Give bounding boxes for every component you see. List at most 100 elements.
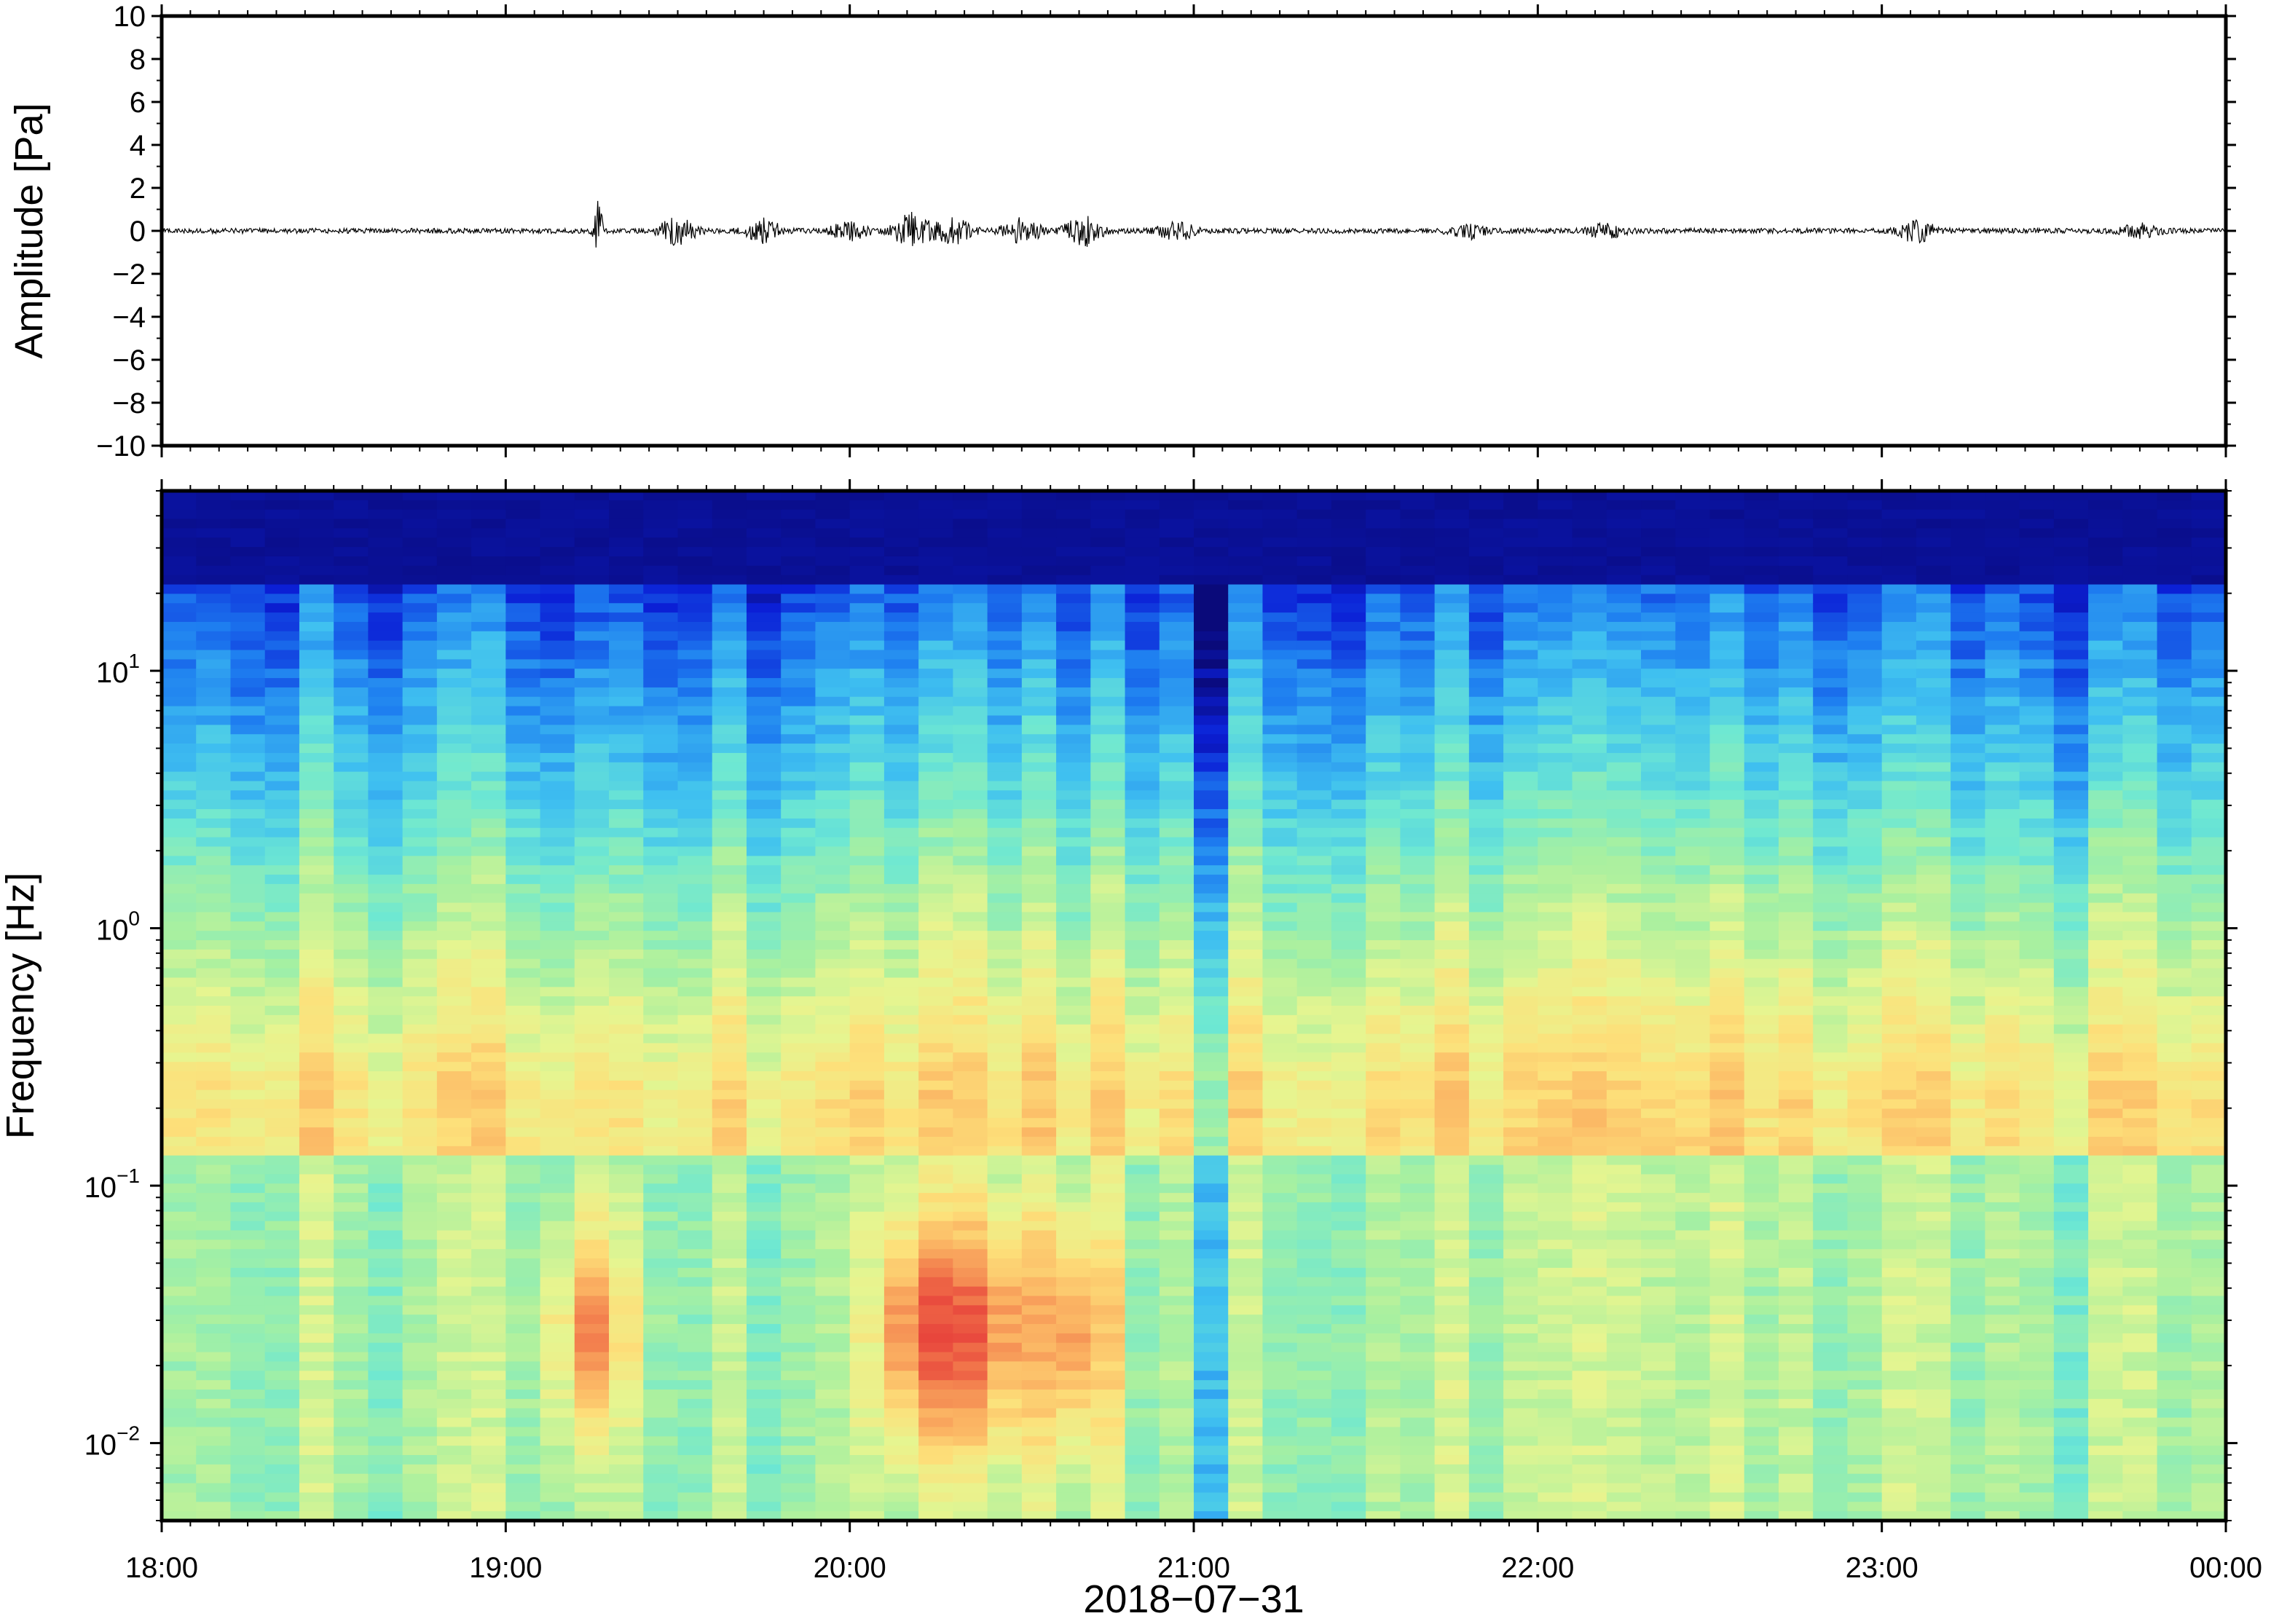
spectrogram-cell <box>849 621 885 632</box>
spectrogram-cell <box>712 696 747 707</box>
spectrogram-cell <box>1021 1455 1057 1465</box>
spectrogram-cell <box>1503 1342 1538 1353</box>
spectrogram-cell <box>1296 1024 1332 1035</box>
spectrogram-cell <box>1434 1427 1470 1437</box>
spectrogram-cell <box>643 1146 679 1156</box>
spectrogram-cell <box>264 1193 300 1203</box>
spectrogram-cell <box>1125 669 1160 679</box>
spectrogram-cell <box>471 837 506 848</box>
spectrogram-cell <box>1331 678 1366 688</box>
spectrogram-cell <box>1125 996 1160 1006</box>
spectrogram-cell <box>505 1108 541 1119</box>
spectrogram-cell <box>953 1080 988 1091</box>
spectrogram-cell <box>1366 547 1401 557</box>
spectrogram-cell <box>1262 771 1298 782</box>
spectrogram-cell <box>1400 762 1436 773</box>
spectrogram-cell <box>1366 1127 1401 1138</box>
spectrogram-cell <box>1606 1342 1642 1353</box>
spectrogram-cell <box>1538 1502 1573 1512</box>
spectrogram-cell <box>1296 1436 1332 1446</box>
spectrogram-cell <box>1056 1473 1091 1484</box>
spectrogram-cell <box>334 809 369 819</box>
spectrogram-cell <box>1125 1305 1160 1315</box>
spectrogram-cell <box>540 1249 575 1259</box>
spectrogram-cell <box>540 744 575 754</box>
spectrogram-cell <box>1400 1211 1436 1222</box>
spectrogram-cell <box>1159 1174 1194 1184</box>
spectrogram-cell <box>1262 818 1298 829</box>
spectrogram-cell <box>264 565 300 576</box>
spectrogram-cell <box>712 1436 747 1446</box>
spectrogram-cell <box>162 902 197 913</box>
spectrogram-cell <box>264 1464 300 1475</box>
spectrogram-cell <box>264 1146 300 1156</box>
spectrogram-cell <box>1538 1211 1573 1222</box>
spectrogram-cell <box>230 987 266 997</box>
spectrogram-cell <box>505 594 541 604</box>
spectrogram-cell <box>471 603 506 613</box>
spectrogram-cell <box>1228 706 1264 717</box>
spectrogram-cell <box>883 762 919 773</box>
spectrogram-cell <box>1056 1277 1091 1288</box>
spectrogram-cell <box>471 696 506 707</box>
spectrogram-cell <box>1572 790 1607 800</box>
spectrogram-cell <box>953 958 988 969</box>
spectrogram-cell <box>1228 875 1264 885</box>
spectrogram-cell <box>402 1408 438 1419</box>
spectrogram-cell <box>1228 669 1264 679</box>
spectrogram-cell <box>1331 1099 1366 1109</box>
spectrogram-cell <box>953 612 988 623</box>
spectrogram-cell <box>677 1052 713 1063</box>
spectrogram-cell <box>1366 940 1401 950</box>
spectrogram-cell <box>1331 1052 1366 1063</box>
spectrogram-cell <box>781 790 816 800</box>
spectrogram-cell <box>540 958 575 969</box>
spectrogram-cell <box>196 678 232 688</box>
spectrogram-cell <box>1125 1043 1160 1053</box>
amplitude-x-ticks <box>160 4 2227 457</box>
spectrogram-cell <box>815 1390 851 1400</box>
spectrogram-cell <box>1503 1136 1538 1147</box>
spectrogram-cell <box>1159 1314 1194 1325</box>
spectrogram-cell <box>609 1174 644 1184</box>
spectrogram-cell <box>1056 931 1091 941</box>
spectrogram-cell <box>883 1221 919 1231</box>
spectrogram-cell <box>1021 1033 1057 1044</box>
spectrogram-cell <box>1641 500 1676 511</box>
spectrogram-cell <box>1021 1417 1057 1428</box>
spectrogram-cell <box>1400 1371 1436 1381</box>
spectrogram-cell <box>918 669 953 679</box>
spectrogram-cell <box>1056 1014 1091 1025</box>
spectrogram-cell <box>1366 771 1401 782</box>
spectrogram-cell <box>264 1483 300 1494</box>
spectrogram-cell <box>712 949 747 960</box>
spectrogram-cell <box>1056 1202 1091 1213</box>
spectrogram-cell <box>1606 883 1642 894</box>
spectrogram-cell <box>230 818 266 829</box>
spectrogram-cell <box>436 1024 472 1035</box>
spectrogram-cell <box>505 1155 541 1166</box>
spectrogram-cell <box>196 1267 232 1278</box>
spectrogram-cell <box>368 1099 404 1109</box>
spectrogram-cell <box>196 1089 232 1100</box>
spectrogram-cell <box>402 1324 438 1334</box>
spectrogram-cell <box>1503 1258 1538 1269</box>
spectrogram-cell <box>162 1258 197 1269</box>
spectrogram-cell <box>1194 612 1229 623</box>
spectrogram-cell <box>368 659 404 669</box>
spectrogram-cell <box>1366 1446 1401 1456</box>
spectrogram-cell <box>436 1277 472 1288</box>
spectrogram-cell <box>849 1267 885 1278</box>
spectrogram-cell <box>1262 1305 1298 1315</box>
spectrogram-cell <box>1021 1361 1057 1371</box>
spectrogram-cell <box>1090 1230 1126 1240</box>
spectrogram-cell <box>849 1108 885 1119</box>
spectrogram-cell <box>1366 584 1401 594</box>
spectrogram-cell <box>264 1277 300 1288</box>
spectrogram-cell <box>987 1352 1023 1363</box>
spectrogram-cell <box>540 594 575 604</box>
spectrogram-cell <box>1572 1080 1607 1091</box>
spectrogram-cell <box>299 1062 334 1072</box>
spectrogram-cell <box>1296 556 1332 567</box>
spectrogram-cell <box>1468 1183 1504 1194</box>
